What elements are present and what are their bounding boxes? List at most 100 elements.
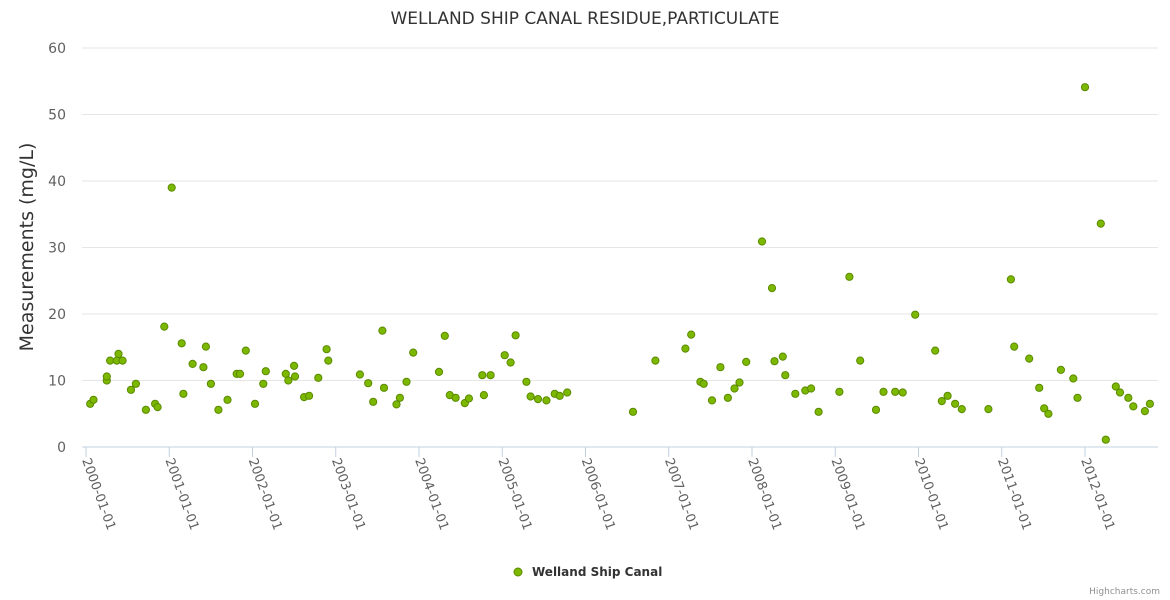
data-point[interactable] — [879, 387, 888, 396]
data-point[interactable] — [742, 357, 751, 366]
data-point[interactable] — [651, 356, 660, 365]
data-point[interactable] — [464, 394, 473, 403]
data-point[interactable] — [957, 405, 966, 414]
data-point[interactable] — [1129, 402, 1138, 411]
data-point[interactable] — [167, 183, 176, 192]
data-point[interactable] — [322, 345, 331, 354]
data-point[interactable] — [261, 367, 270, 376]
data-point[interactable] — [770, 357, 779, 366]
data-point[interactable] — [1124, 393, 1133, 402]
data-point[interactable] — [871, 405, 881, 414]
data-point[interactable] — [506, 358, 515, 367]
data-point[interactable] — [526, 392, 535, 401]
data-point[interactable] — [984, 405, 993, 414]
data-point[interactable] — [814, 407, 823, 416]
data-point[interactable] — [1006, 275, 1016, 284]
data-point[interactable] — [767, 284, 777, 293]
data-point[interactable] — [511, 331, 520, 340]
data-point[interactable] — [206, 379, 215, 388]
data-point[interactable] — [735, 378, 744, 387]
data-point[interactable] — [555, 391, 564, 400]
data-point[interactable] — [106, 356, 115, 365]
data-point[interactable] — [533, 395, 543, 404]
data-point[interactable] — [378, 326, 387, 335]
data-point[interactable] — [835, 387, 844, 396]
data-point[interactable] — [486, 371, 495, 380]
data-point[interactable] — [807, 384, 816, 393]
data-point[interactable] — [699, 379, 708, 388]
data-point[interactable] — [284, 376, 293, 385]
data-point[interactable] — [153, 403, 162, 412]
data-point[interactable] — [395, 393, 404, 402]
data-point[interactable] — [355, 370, 364, 379]
data-point[interactable] — [1140, 407, 1150, 416]
data-point[interactable] — [131, 379, 140, 388]
data-point[interactable] — [1010, 342, 1019, 351]
legend-item-welland-ship-canal[interactable]: Welland Ship Canal — [532, 565, 662, 579]
data-point[interactable] — [898, 388, 907, 397]
data-point[interactable] — [943, 391, 952, 400]
data-point[interactable] — [931, 346, 940, 355]
data-point[interactable] — [778, 352, 787, 361]
data-point[interactable] — [757, 237, 767, 246]
data-point[interactable] — [500, 351, 509, 360]
data-point[interactable] — [259, 379, 268, 388]
data-point[interactable] — [1080, 83, 1090, 92]
data-point[interactable] — [628, 407, 638, 416]
data-point[interactable] — [791, 389, 800, 398]
data-point[interactable] — [723, 393, 733, 402]
data-point[interactable] — [681, 344, 690, 353]
data-point[interactable] — [440, 331, 449, 340]
data-point[interactable] — [1056, 365, 1066, 374]
data-point[interactable] — [478, 371, 487, 380]
legend-marker[interactable] — [513, 567, 523, 577]
data-point[interactable] — [250, 399, 260, 408]
data-point[interactable] — [937, 397, 946, 406]
data-point[interactable] — [891, 387, 900, 396]
data-point[interactable] — [290, 361, 299, 370]
data-point[interactable] — [126, 385, 136, 394]
data-point[interactable] — [369, 397, 378, 406]
data-point[interactable] — [201, 342, 210, 351]
legend[interactable]: Welland Ship Canal — [513, 565, 662, 579]
data-point[interactable] — [479, 391, 488, 400]
data-point[interactable] — [716, 363, 725, 372]
data-point[interactable] — [199, 363, 208, 372]
data-point[interactable] — [177, 339, 186, 348]
data-point[interactable] — [1111, 382, 1120, 391]
data-point[interactable] — [781, 371, 790, 380]
credits-link[interactable]: Highcharts.com — [1089, 587, 1160, 597]
data-point[interactable] — [1069, 374, 1078, 383]
data-point[interactable] — [241, 346, 250, 355]
data-point[interactable] — [364, 379, 373, 388]
data-point[interactable] — [118, 356, 127, 365]
data-point[interactable] — [235, 369, 245, 378]
data-point[interactable] — [379, 383, 389, 392]
data-point[interactable] — [402, 377, 411, 386]
data-point[interactable] — [409, 348, 418, 357]
data-point[interactable] — [290, 372, 300, 381]
data-point[interactable] — [951, 399, 960, 408]
data-point[interactable] — [1115, 388, 1125, 397]
data-point[interactable] — [102, 372, 111, 381]
data-point[interactable] — [730, 384, 739, 393]
data-point[interactable] — [141, 405, 150, 414]
data-point[interactable] — [324, 356, 333, 365]
data-point[interactable] — [687, 330, 696, 339]
data-point[interactable] — [434, 367, 444, 376]
data-point[interactable] — [1025, 354, 1034, 363]
data-point[interactable] — [1101, 435, 1110, 444]
data-point[interactable] — [314, 373, 323, 382]
data-point[interactable] — [179, 389, 188, 398]
data-point[interactable] — [1040, 404, 1049, 413]
data-point[interactable] — [451, 393, 460, 402]
data-point[interactable] — [214, 405, 223, 414]
data-point[interactable] — [188, 359, 197, 368]
data-point[interactable] — [856, 356, 865, 365]
data-point[interactable] — [542, 396, 551, 405]
data-point[interactable] — [1145, 399, 1155, 408]
data-point[interactable] — [1035, 383, 1044, 392]
data-point[interactable] — [911, 310, 920, 319]
data-point[interactable] — [1044, 409, 1053, 418]
data-point[interactable] — [707, 396, 717, 405]
